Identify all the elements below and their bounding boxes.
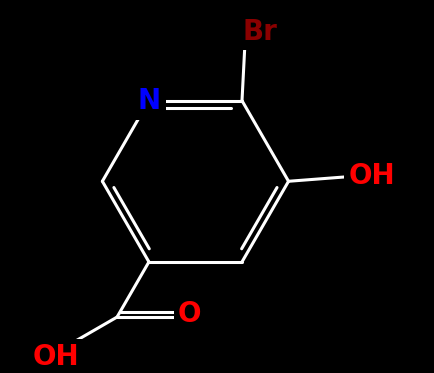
Text: OH: OH — [33, 343, 79, 371]
Text: O: O — [178, 300, 201, 328]
Text: OH: OH — [348, 162, 394, 190]
Text: N: N — [137, 87, 160, 115]
Text: Br: Br — [242, 18, 276, 46]
